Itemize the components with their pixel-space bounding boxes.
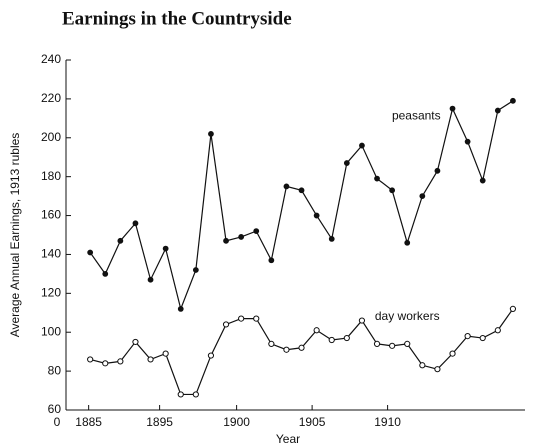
data-point (510, 97, 516, 104)
data-point (419, 362, 426, 369)
x-tick-label: 1885 (75, 415, 102, 429)
data-point (192, 267, 199, 273)
data-point (268, 340, 275, 347)
data-point (358, 317, 366, 324)
data-point (494, 327, 501, 334)
data-point (419, 193, 426, 200)
data-point (222, 321, 230, 328)
data-point (373, 340, 381, 347)
y-tick-label: 200 (41, 130, 61, 144)
data-point (223, 237, 229, 244)
y-tick-label: 60 (48, 402, 62, 416)
data-point (389, 342, 396, 349)
data-point (509, 305, 517, 312)
data-point (404, 340, 411, 347)
x-axis-label: Year (276, 432, 300, 446)
y-tick-label: 120 (41, 286, 61, 300)
y-tick-label: 80 (48, 363, 62, 377)
data-point (464, 138, 471, 145)
data-point (102, 360, 109, 367)
data-point (328, 235, 335, 242)
data-point (238, 315, 245, 322)
data-point (404, 239, 411, 246)
data-point (238, 234, 245, 240)
y-tick-label: 240 (41, 52, 61, 66)
data-point (147, 276, 154, 283)
y-tick-label: 180 (41, 169, 61, 183)
data-point (313, 212, 320, 219)
x-tick-label: 1895 (146, 415, 173, 429)
data-point (192, 391, 199, 398)
data-point (464, 333, 471, 340)
data-point (87, 249, 94, 256)
data-point (147, 356, 154, 363)
data-point (132, 338, 139, 346)
data-point (434, 366, 441, 373)
data-point (359, 142, 365, 149)
data-point (87, 356, 94, 363)
series-line (89, 100, 514, 311)
x-tick-label: 1900 (223, 415, 250, 429)
chart-title: Earnings in the Countryside (62, 8, 292, 29)
data-point (479, 334, 486, 342)
data-point (117, 237, 124, 244)
annotation: peasants (392, 109, 441, 123)
y-tick-label: 220 (41, 91, 61, 105)
data-point (479, 177, 486, 184)
data-point (449, 350, 456, 357)
data-point (494, 107, 501, 114)
data-point (298, 344, 305, 351)
data-point (253, 315, 260, 322)
y-axis-label: Average Annual Earnings, 1913 rubles (8, 133, 22, 338)
data-point (102, 270, 109, 277)
data-point (343, 160, 350, 166)
y-tick-label: 100 (41, 324, 61, 338)
data-point (162, 245, 169, 252)
y-tick-label: 160 (41, 208, 61, 222)
x-tick-label: 0 (54, 415, 61, 429)
x-tick-label: 1910 (374, 415, 401, 429)
data-point (268, 257, 275, 264)
data-point (207, 352, 215, 359)
data-point (449, 105, 456, 112)
data-point (434, 167, 441, 174)
x-tick-label: 1905 (299, 415, 326, 429)
data-point (208, 130, 214, 137)
series-line (90, 308, 514, 396)
data-point (389, 187, 396, 194)
data-point (253, 228, 260, 235)
data-point (328, 336, 335, 344)
data-point (117, 358, 124, 365)
data-point (298, 187, 305, 194)
y-tick-label: 140 (41, 247, 61, 261)
data-point (283, 183, 290, 190)
data-point (177, 305, 184, 312)
data-point (132, 220, 139, 227)
annotation: day workers (375, 309, 440, 323)
data-point (374, 175, 380, 182)
data-point (283, 346, 290, 353)
data-point (313, 327, 320, 334)
data-point (162, 350, 169, 357)
data-point (343, 334, 350, 342)
data-point (177, 391, 184, 398)
